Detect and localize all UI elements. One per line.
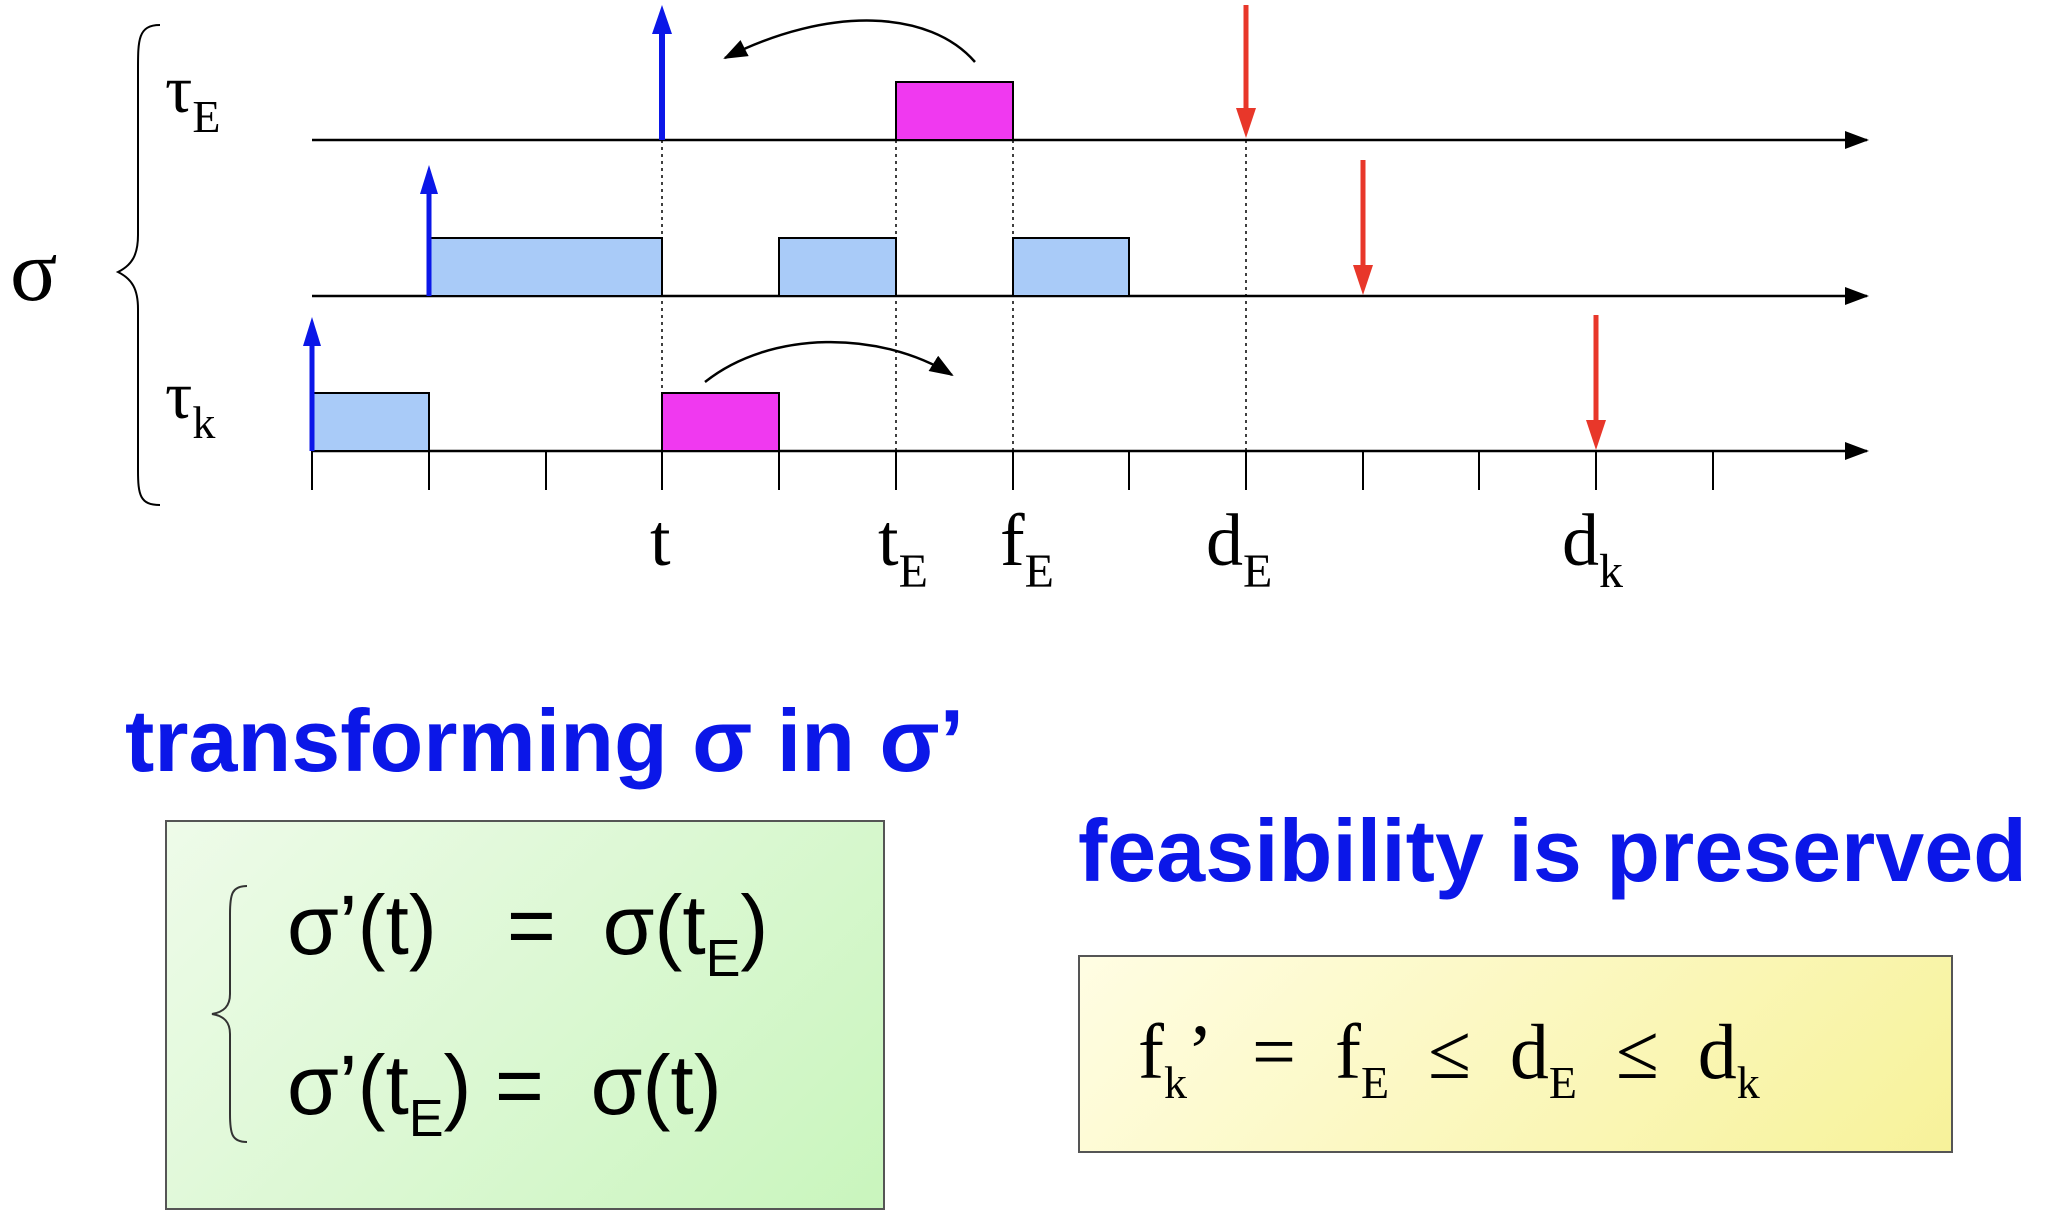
label-dE: dE <box>1206 500 1272 598</box>
rules-brace <box>211 885 248 1143</box>
middle-block-2 <box>778 237 897 297</box>
tau-k-swapped-block <box>661 392 780 452</box>
tau-e-label: τE <box>165 51 220 142</box>
swap-rules-box: σ’(t) = σ(tE) σ’(tE) = σ(t) <box>165 820 885 1210</box>
swap-arrow-forward <box>704 340 954 383</box>
middle-block-1 <box>428 237 663 297</box>
label-tE: tE <box>878 500 928 598</box>
label-t: t <box>650 500 671 582</box>
sigma-label: σ <box>10 223 57 320</box>
arrival-arrows <box>303 5 672 451</box>
swap-rule-1: σ’(t) = σ(tE) <box>287 878 769 988</box>
heading-transforming: transforming σ in σ’ <box>125 691 965 790</box>
swap-rule-2: σ’(tE) = σ(t) <box>287 1038 722 1148</box>
tau-e-swapped-block <box>895 81 1014 141</box>
axis-ticks <box>311 451 1714 490</box>
schedule-diagram: σ τE τk <box>10 5 1869 598</box>
middle-block-3 <box>1012 237 1130 297</box>
label-fE: fE <box>1000 500 1054 598</box>
inequality-formula: fk’ = fE ≤ dE ≤ dk <box>1138 1008 1760 1108</box>
tau-k-block-1 <box>311 392 430 452</box>
label-dk: dk <box>1562 500 1623 598</box>
tau-k-label: τk <box>165 357 215 448</box>
swap-arrow-back <box>723 19 976 63</box>
heading-feasibility: feasibility is preserved <box>1078 801 2027 900</box>
deadline-arrows <box>1236 5 1606 450</box>
left-brace <box>115 24 161 506</box>
inequality-box: fk’ = fE ≤ dE ≤ dk <box>1078 955 1953 1153</box>
